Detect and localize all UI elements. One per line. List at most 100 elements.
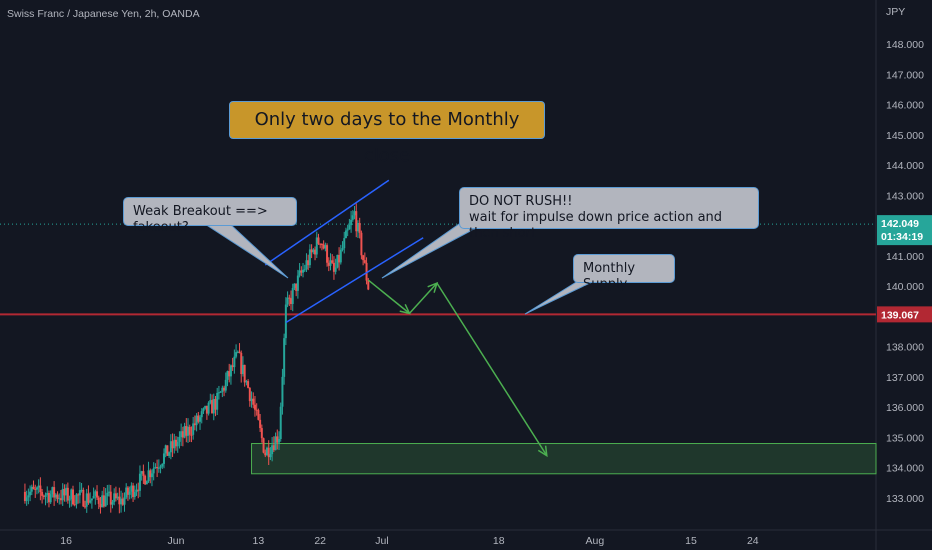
projection-arrow-3 [436, 282, 548, 457]
candle-body [267, 447, 270, 458]
candle-body [231, 365, 234, 368]
candle-body [312, 249, 315, 253]
callout-monthly-supply[interactable]: Monthly Supply [573, 254, 675, 292]
candle-body [121, 498, 124, 505]
candle-body [199, 417, 202, 422]
current-price-value: 142.049 [881, 218, 919, 230]
y-tick-label: 141.000 [886, 251, 924, 263]
candle-body [300, 270, 303, 273]
candle-body [224, 379, 227, 391]
candle-body [212, 399, 215, 414]
countdown-value: 01:34:19 [881, 231, 923, 243]
candle-body [288, 297, 291, 299]
candle-body [47, 493, 50, 503]
y-tick-label: 134.000 [886, 463, 924, 475]
candle-body [363, 260, 366, 263]
candle-body [281, 376, 284, 407]
candle-body [250, 398, 253, 402]
candle-body [332, 262, 335, 272]
candle-body [305, 260, 308, 270]
candle-body [211, 400, 214, 414]
candle-body [176, 441, 179, 447]
x-tick-label: 15 [685, 535, 697, 547]
candle-body [73, 504, 76, 506]
candle-body [314, 249, 317, 255]
candle-body [302, 269, 305, 273]
candle-body [365, 262, 368, 281]
candle-body [118, 496, 121, 505]
candle-body [264, 452, 267, 456]
candle-body [178, 436, 181, 442]
candle-body [252, 398, 255, 405]
candle-body [126, 487, 129, 495]
candle-body [23, 491, 26, 502]
candle-body [90, 498, 93, 501]
candle-body [327, 262, 330, 266]
candle-body [61, 488, 64, 501]
candle-body [317, 237, 320, 244]
x-tick-label: 18 [493, 535, 505, 547]
candle-body [41, 491, 44, 496]
current-price-tag [877, 215, 932, 246]
candle-body [154, 466, 157, 469]
candle-body [216, 392, 219, 410]
candle-body [114, 493, 117, 499]
candle-body [42, 495, 45, 497]
candle-body [228, 371, 231, 377]
candle-body [82, 489, 85, 507]
candle-body [68, 499, 71, 501]
candle-body [233, 356, 236, 368]
y-tick-label: 143.000 [886, 190, 924, 202]
candle-body [137, 489, 140, 491]
candle-body [283, 338, 286, 377]
y-tick-label: 145.000 [886, 130, 924, 142]
y-tick-label: 136.000 [886, 402, 924, 414]
candle-body [162, 453, 165, 464]
y-tick-label: 148.000 [886, 39, 924, 51]
candle-body [147, 470, 150, 482]
candle-body [116, 496, 119, 499]
candle-body [284, 304, 287, 339]
candle-body [25, 497, 28, 502]
candle-body [209, 400, 212, 403]
x-tick-label: Aug [586, 535, 605, 547]
candle-body [102, 495, 105, 507]
candle-body [320, 243, 323, 245]
candle-body [140, 471, 143, 474]
currency-label: JPY [886, 6, 905, 18]
candle-body [159, 466, 162, 468]
candle-body [77, 494, 80, 496]
callout-do-not-rush[interactable]: DO NOT RUSH!! wait for impulse down pric… [459, 187, 759, 241]
candle-body [66, 487, 69, 501]
candle-body [245, 381, 248, 383]
projection-arrow-1 [367, 279, 410, 314]
candle-body [94, 491, 97, 496]
candle-body [226, 371, 229, 380]
candle-body [173, 439, 176, 449]
candle-body [109, 491, 112, 505]
candle-body [276, 436, 279, 443]
candle-body [27, 495, 30, 498]
candle-body [339, 249, 342, 263]
candle-body [286, 297, 289, 305]
chart-title: Swiss Franc / Japanese Yen, 2h, OANDA [7, 8, 200, 20]
candle-body [133, 492, 136, 498]
candle-body [356, 223, 359, 232]
candle-body [351, 215, 354, 220]
candle-body [334, 267, 337, 272]
callout-monthly-supply-tail [524, 280, 594, 315]
candle-body [262, 438, 265, 453]
callout-weak-breakout[interactable]: Weak Breakout ==> fakeout? [123, 197, 297, 235]
candle-body [279, 406, 282, 439]
callout-do-not-rush-line2: wait for impulse down price action and t… [469, 210, 723, 241]
candle-body [142, 471, 145, 476]
candle-body [229, 365, 232, 377]
candle-body [298, 270, 301, 276]
candle-body [101, 495, 104, 508]
candle-body [326, 245, 329, 263]
candle-body [295, 283, 298, 291]
candle-body [183, 426, 186, 438]
headline-banner[interactable]: Only two days to the Monthly close [229, 101, 545, 166]
candle-body [85, 493, 88, 507]
